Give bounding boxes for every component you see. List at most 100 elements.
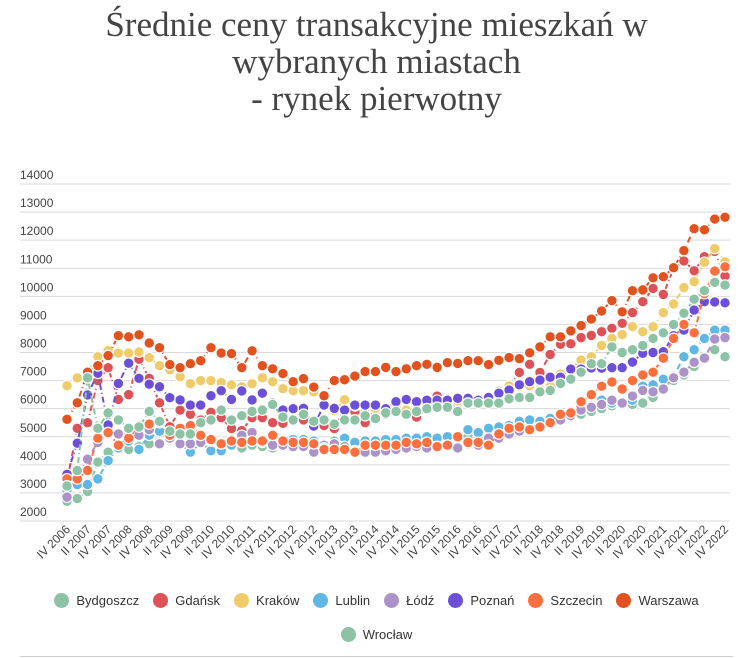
data-point[interactable] bbox=[451, 405, 464, 418]
data-point[interactable] bbox=[708, 333, 721, 345]
data-point[interactable] bbox=[564, 337, 577, 350]
data-point[interactable] bbox=[379, 361, 392, 374]
data-point[interactable] bbox=[462, 397, 474, 409]
data-point[interactable] bbox=[472, 426, 485, 439]
data-point[interactable] bbox=[266, 375, 279, 388]
data-point[interactable] bbox=[708, 265, 721, 277]
data-point[interactable] bbox=[194, 374, 207, 387]
data-point[interactable] bbox=[636, 384, 649, 397]
data-point[interactable] bbox=[112, 329, 125, 342]
data-point[interactable] bbox=[657, 306, 670, 319]
data-point[interactable] bbox=[153, 341, 166, 354]
data-point[interactable] bbox=[636, 283, 649, 296]
data-point[interactable] bbox=[482, 358, 495, 371]
data-point[interactable] bbox=[235, 409, 248, 422]
data-point[interactable] bbox=[431, 440, 444, 453]
data-point[interactable] bbox=[348, 414, 361, 426]
data-point[interactable] bbox=[400, 393, 413, 406]
data-point[interactable] bbox=[657, 270, 670, 283]
data-point[interactable] bbox=[554, 377, 567, 390]
data-point[interactable] bbox=[667, 298, 680, 310]
data-point[interactable] bbox=[472, 397, 485, 409]
data-point[interactable] bbox=[153, 380, 166, 393]
data-point[interactable] bbox=[256, 404, 269, 416]
data-point[interactable] bbox=[277, 411, 289, 423]
data-point[interactable] bbox=[585, 357, 598, 370]
data-point[interactable] bbox=[451, 430, 464, 443]
data-point[interactable] bbox=[369, 399, 382, 411]
data-point[interactable] bbox=[71, 492, 84, 505]
data-point[interactable] bbox=[564, 363, 577, 375]
data-point[interactable] bbox=[246, 405, 258, 418]
data-point[interactable] bbox=[657, 326, 670, 339]
data-point[interactable] bbox=[205, 414, 217, 426]
data-point[interactable] bbox=[657, 288, 670, 301]
data-point[interactable] bbox=[616, 317, 629, 330]
data-point[interactable] bbox=[688, 356, 701, 369]
data-point[interactable] bbox=[719, 350, 731, 363]
data-point[interactable] bbox=[225, 435, 238, 447]
data-point[interactable] bbox=[256, 435, 269, 447]
data-point[interactable] bbox=[575, 366, 587, 379]
data-point[interactable] bbox=[554, 408, 567, 421]
data-point[interactable] bbox=[482, 422, 495, 435]
data-point[interactable] bbox=[626, 356, 639, 368]
data-point[interactable] bbox=[112, 428, 125, 440]
data-point[interactable] bbox=[441, 439, 454, 452]
data-point[interactable] bbox=[462, 354, 474, 367]
data-point[interactable] bbox=[266, 362, 279, 375]
data-point[interactable] bbox=[215, 347, 228, 359]
data-point[interactable] bbox=[523, 391, 536, 404]
data-point[interactable] bbox=[544, 348, 557, 361]
data-point[interactable] bbox=[369, 365, 382, 378]
data-point[interactable] bbox=[451, 442, 464, 454]
data-point[interactable] bbox=[534, 421, 546, 433]
data-point[interactable] bbox=[318, 414, 330, 426]
data-point[interactable] bbox=[348, 399, 361, 411]
data-point[interactable] bbox=[287, 402, 300, 415]
data-point[interactable] bbox=[677, 281, 690, 294]
data-point[interactable] bbox=[153, 437, 166, 450]
data-point[interactable] bbox=[575, 319, 587, 332]
data-point[interactable] bbox=[297, 372, 310, 385]
data-point[interactable] bbox=[246, 344, 258, 357]
data-point[interactable] bbox=[215, 384, 228, 397]
data-point[interactable] bbox=[626, 390, 639, 402]
data-point[interactable] bbox=[595, 357, 608, 370]
data-point[interactable] bbox=[102, 361, 115, 374]
data-point[interactable] bbox=[307, 415, 320, 428]
data-point[interactable] bbox=[369, 439, 382, 452]
data-point[interactable] bbox=[719, 296, 731, 309]
data-point[interactable] bbox=[266, 429, 279, 442]
data-point[interactable] bbox=[112, 393, 125, 406]
data-point[interactable] bbox=[174, 428, 186, 440]
data-point[interactable] bbox=[174, 437, 186, 450]
data-point[interactable] bbox=[61, 479, 73, 492]
data-point[interactable] bbox=[225, 347, 238, 360]
data-point[interactable] bbox=[359, 365, 372, 378]
data-point[interactable] bbox=[606, 340, 618, 353]
data-point[interactable] bbox=[205, 341, 217, 354]
data-point[interactable] bbox=[688, 264, 701, 277]
data-point[interactable] bbox=[297, 384, 310, 397]
data-point[interactable] bbox=[698, 223, 711, 236]
data-point[interactable] bbox=[482, 439, 495, 452]
data-point[interactable] bbox=[81, 371, 94, 384]
data-point[interactable] bbox=[698, 284, 711, 297]
data-point[interactable] bbox=[112, 414, 125, 426]
data-point[interactable] bbox=[492, 397, 505, 409]
data-point[interactable] bbox=[81, 453, 94, 466]
data-point[interactable] bbox=[616, 328, 629, 341]
data-point[interactable] bbox=[194, 429, 207, 442]
data-point[interactable] bbox=[513, 352, 526, 365]
data-point[interactable] bbox=[277, 367, 289, 380]
data-point[interactable] bbox=[184, 357, 197, 370]
data-point[interactable] bbox=[174, 404, 186, 416]
data-point[interactable] bbox=[359, 409, 372, 422]
data-point[interactable] bbox=[256, 359, 269, 372]
data-point[interactable] bbox=[400, 436, 413, 449]
data-point[interactable] bbox=[626, 284, 639, 297]
data-point[interactable] bbox=[462, 423, 474, 436]
data-point[interactable] bbox=[338, 373, 351, 386]
data-point[interactable] bbox=[647, 271, 659, 284]
